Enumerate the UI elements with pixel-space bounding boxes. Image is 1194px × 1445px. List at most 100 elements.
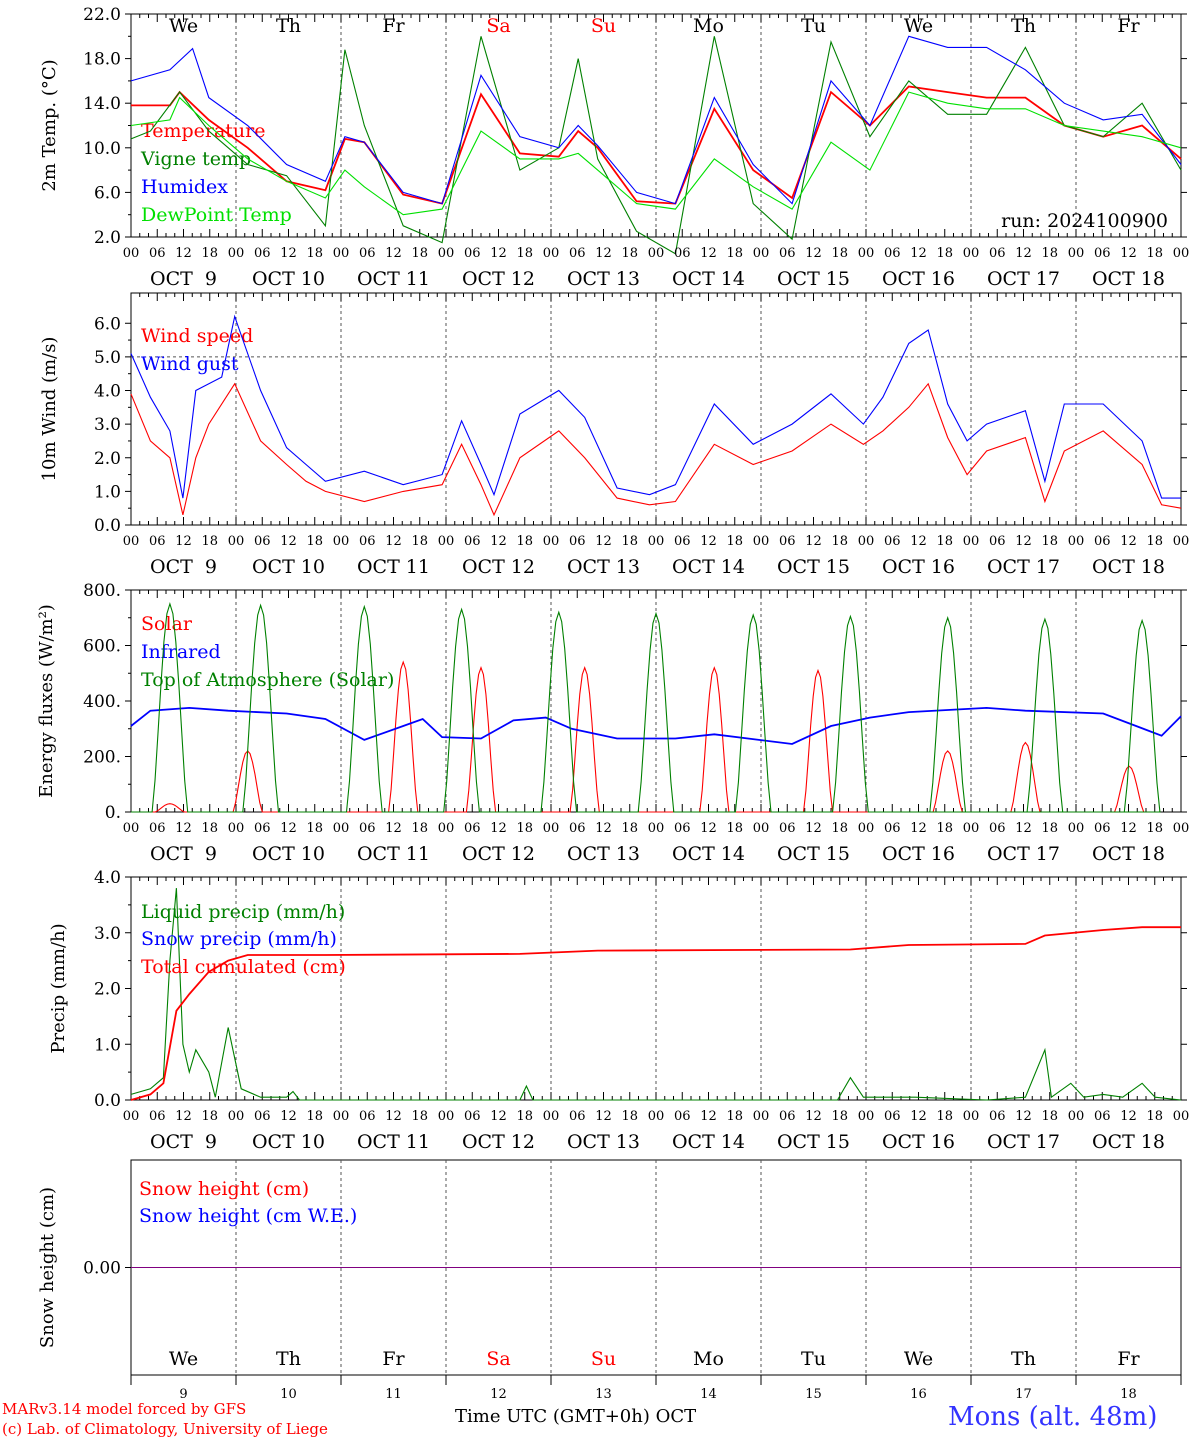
hour-tick-label: 06 [464, 534, 481, 549]
hour-tick-label: 00 [123, 821, 140, 836]
date-label: OCT 16 [882, 843, 955, 865]
hour-tick-label: 12 [805, 821, 822, 836]
date-label: OCT 13 [567, 556, 640, 578]
hour-tick-label: 12 [1015, 534, 1032, 549]
legend-entry: Top of Atmosphere (Solar) [141, 669, 394, 691]
y-tick-label: 2.0 [94, 228, 121, 248]
hour-tick-label: 00 [648, 1109, 665, 1124]
hour-tick-label: 12 [175, 246, 192, 261]
hour-tick-label: 00 [228, 821, 245, 836]
y-tick-label: 18.0 [83, 50, 121, 70]
date-label: OCT 11 [357, 556, 430, 578]
day-of-week-label: Th [1011, 15, 1036, 37]
date-label: OCT 14 [672, 268, 745, 290]
hour-tick-label: 06 [254, 246, 271, 261]
hour-tick-label: 18 [201, 1109, 218, 1124]
bottom-day-number: 16 [910, 1387, 927, 1402]
day-of-week-label: Su [591, 15, 616, 37]
hour-tick-label: 18 [1146, 534, 1163, 549]
hour-tick-label: 06 [884, 1109, 901, 1124]
hour-tick-label: 00 [228, 534, 245, 549]
legend-entry: Snow precip (mm/h) [141, 928, 337, 950]
hour-tick-label: 12 [490, 821, 507, 836]
bottom-day-number: 10 [280, 1387, 297, 1402]
hour-tick-label: 12 [1120, 534, 1137, 549]
series-line-green [130, 888, 1182, 1101]
hour-tick-label: 18 [411, 246, 428, 261]
hour-tick-label: 12 [490, 1109, 507, 1124]
hour-tick-label: 18 [1146, 1109, 1163, 1124]
day-of-week-label: Th [1011, 1348, 1036, 1370]
hour-tick-label: 00 [648, 821, 665, 836]
date-label: OCT 18 [1092, 843, 1165, 865]
hour-tick-label: 12 [1015, 1109, 1032, 1124]
panel-5: 0.00 Snow height (cm) Snow height (cm) Snow… [37, 1159, 1182, 1385]
hour-tick-label: 12 [175, 1109, 192, 1124]
hour-tick-label: 06 [149, 534, 166, 549]
date-label: OCT 15 [777, 1131, 850, 1153]
date-label: OCT 12 [462, 1131, 535, 1153]
hour-tick-label: 00 [543, 534, 560, 549]
hour-tick-label: 00 [543, 1109, 560, 1124]
hour-tick-label: 06 [884, 821, 901, 836]
hour-tick-label: 12 [595, 246, 612, 261]
day-of-week-label: Th [276, 15, 301, 37]
hour-tick-label: 18 [726, 821, 743, 836]
hour-tick-label: 18 [831, 246, 848, 261]
y-tick-label: 14.0 [83, 94, 121, 114]
hour-tick-label: 18 [516, 821, 533, 836]
hour-tick-label: 18 [516, 1109, 533, 1124]
legend-entry: Infrared [141, 641, 221, 663]
y-axis-title: Energy fluxes (W/m²) [36, 604, 57, 798]
hour-tick-label: 18 [621, 246, 638, 261]
series-line-red [131, 660, 1145, 813]
y-tick-label: 0.0 [94, 516, 121, 536]
hour-tick-label: 12 [595, 1109, 612, 1124]
date-label: OCT 18 [1092, 268, 1165, 290]
hour-tick-label: 00 [333, 246, 350, 261]
hour-tick-label: 06 [779, 246, 796, 261]
hour-tick-label: 00 [543, 821, 560, 836]
legend-entry: DewPoint Temp [141, 204, 292, 226]
legend-entry: Liquid precip (mm/h) [141, 901, 345, 923]
hour-tick-label: 12 [1120, 246, 1137, 261]
hour-tick-label: 06 [674, 246, 691, 261]
date-label: OCT 18 [1092, 556, 1165, 578]
series-line-green [130, 36, 1182, 255]
hour-tick-label: 18 [936, 821, 953, 836]
hour-tick-label: 12 [700, 246, 717, 261]
y-tick-label: 22.0 [83, 5, 121, 25]
hour-tick-label: 12 [280, 1109, 297, 1124]
hour-tick-label: 06 [1094, 821, 1111, 836]
hour-tick-label: 06 [359, 1109, 376, 1124]
hour-tick-label: 18 [726, 534, 743, 549]
hour-tick-label: 00 [123, 1109, 140, 1124]
date-label: OCT 11 [357, 843, 430, 865]
y-tick-label: 0.00 [83, 1259, 121, 1279]
y-axis-title: Precip (mm/h) [48, 923, 69, 1053]
hour-tick-label: 18 [831, 1109, 848, 1124]
hour-tick-label: 00 [858, 1109, 875, 1124]
bottom-day-number: 18 [1120, 1387, 1137, 1402]
hour-tick-label: 00 [753, 534, 770, 549]
hour-tick-label: 12 [385, 1109, 402, 1124]
y-tick-label: 4.0 [94, 382, 121, 402]
date-label: OCT 12 [462, 843, 535, 865]
date-label: OCT 15 [777, 843, 850, 865]
hour-tick-label: 06 [779, 821, 796, 836]
hour-tick-label: 06 [884, 246, 901, 261]
panel-1: 2.0 6.0 10.0 14.0 18.0 22.0 2m Temp. (°C) Tempe… [39, 5, 1187, 255]
hour-tick-label: 06 [569, 1109, 586, 1124]
date-label: OCT 15 [777, 556, 850, 578]
date-label: OCT 10 [252, 556, 325, 578]
y-tick-label: 600. [83, 637, 121, 657]
footer-station: Mons (alt. 48m) [948, 1402, 1158, 1432]
date-label: OCT 17 [987, 1131, 1060, 1153]
day-of-week-label: Tu [801, 15, 826, 37]
footer-axis-title: Time UTC (GMT+0h) OCT [455, 1406, 697, 1427]
legend-entry: Snow height (cm) [139, 1178, 309, 1200]
hour-tick-label: 06 [359, 821, 376, 836]
hour-tick-label: 12 [490, 534, 507, 549]
date-label: OCT 17 [987, 843, 1060, 865]
